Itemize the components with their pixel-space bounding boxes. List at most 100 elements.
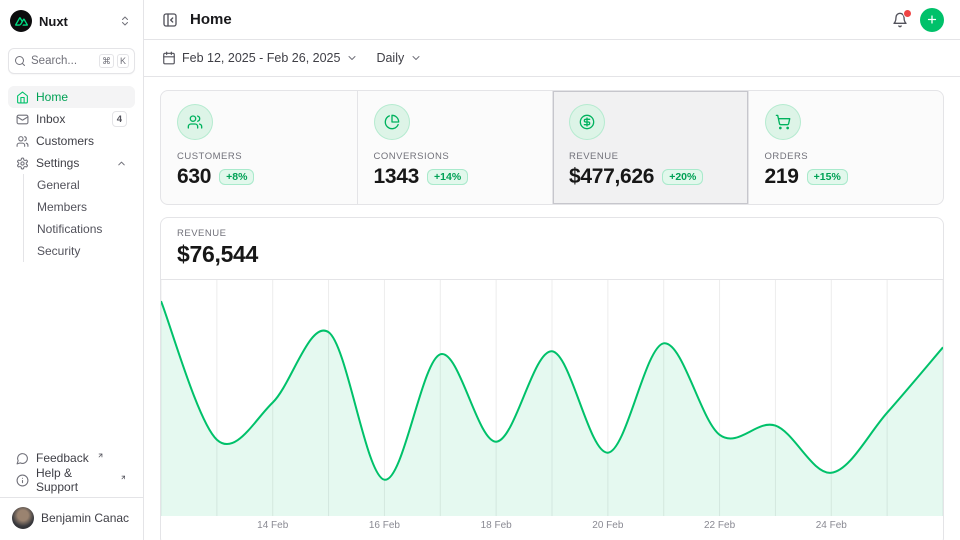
sidebar-nav: Home Inbox 4 Customers Settings <box>8 86 135 262</box>
sidebar-item-members[interactable]: Members <box>29 196 135 218</box>
workspace-name: Nuxt <box>39 14 112 29</box>
stat-value: 219 <box>765 165 799 189</box>
user-name: Benjamin Canac <box>41 511 129 525</box>
dashboard-content: CUSTOMERS 630 +8% CONVERSIONS 1343 +14% <box>144 77 960 540</box>
stat-label: CONVERSIONS <box>374 151 537 162</box>
cart-icon <box>775 114 791 130</box>
stat-value: 1343 <box>374 165 420 189</box>
inbox-icon <box>16 113 29 126</box>
notification-dot <box>903 9 912 18</box>
sidebar-top: Nuxt Search... ⌘ K Home Inbox <box>0 0 143 270</box>
sidebar-item-label: Feedback <box>36 451 89 465</box>
plus-icon <box>926 13 938 26</box>
users-icon <box>187 114 203 130</box>
home-icon <box>16 91 29 104</box>
date-range-label: Feb 12, 2025 - Feb 26, 2025 <box>182 51 340 65</box>
stat-label: ORDERS <box>765 151 928 162</box>
stat-value: 630 <box>177 165 211 189</box>
sidebar-item-inbox[interactable]: Inbox 4 <box>8 108 135 130</box>
x-tick-label: 20 Feb <box>592 520 623 531</box>
chevron-down-icon <box>410 52 422 64</box>
stat-label: REVENUE <box>569 151 732 162</box>
workspace-switcher[interactable]: Nuxt <box>8 8 135 34</box>
nuxt-logo <box>10 10 32 32</box>
stat-card-revenue[interactable]: REVENUE $477,626 +20% <box>552 91 748 204</box>
external-link-icon <box>120 474 127 481</box>
kbd-k: K <box>117 54 129 68</box>
inbox-count-badge: 4 <box>112 111 127 127</box>
filter-bar: Feb 12, 2025 - Feb 26, 2025 Daily <box>144 40 960 77</box>
sidebar-item-label: Home <box>36 90 68 104</box>
message-circle-icon <box>16 452 29 465</box>
user-avatar <box>12 507 34 529</box>
search-icon <box>14 55 26 67</box>
stat-card-customers[interactable]: CUSTOMERS 630 +8% <box>161 91 357 204</box>
info-circle-icon <box>16 474 29 487</box>
sidebar-item-notifications[interactable]: Notifications <box>29 218 135 240</box>
panel-left-close-icon <box>162 12 178 28</box>
topbar-actions <box>890 8 944 32</box>
x-tick-label: 22 Feb <box>704 520 735 531</box>
granularity-label: Daily <box>376 51 404 65</box>
sidebar-item-customers[interactable]: Customers <box>8 130 135 152</box>
revenue-chart-card: REVENUE $76,544 14 Feb16 Feb18 Feb20 Feb… <box>160 217 944 540</box>
sidebar-item-settings[interactable]: Settings <box>8 152 135 174</box>
chart-plot-area: 14 Feb16 Feb18 Feb20 Feb22 Feb24 Feb <box>161 280 943 540</box>
stat-label: CUSTOMERS <box>177 151 341 162</box>
revenue-chart-svg <box>161 280 943 516</box>
sidebar-bottom: Feedback Help & Support Benjamin Canac <box>0 439 143 540</box>
stat-delta-badge: +20% <box>662 169 703 185</box>
user-menu[interactable]: Benjamin Canac <box>8 504 135 532</box>
stat-delta-badge: +8% <box>219 169 254 185</box>
chevron-up-icon <box>116 158 127 169</box>
collapse-sidebar-button[interactable] <box>160 10 180 30</box>
stat-delta-badge: +15% <box>807 169 848 185</box>
search-shortcut: ⌘ K <box>99 54 129 68</box>
pie-chart-icon <box>384 114 400 130</box>
x-tick-label: 24 Feb <box>816 520 847 531</box>
sidebar-item-label: Notifications <box>37 222 102 236</box>
stats-grid: CUSTOMERS 630 +8% CONVERSIONS 1343 +14% <box>160 90 944 205</box>
external-link-icon <box>97 452 104 459</box>
calendar-icon <box>162 51 176 65</box>
stat-value: $477,626 <box>569 165 654 189</box>
chart-header: REVENUE $76,544 <box>161 218 943 280</box>
stat-delta-badge: +14% <box>427 169 468 185</box>
sidebar-item-label: General <box>37 178 80 192</box>
search-placeholder: Search... <box>31 55 94 67</box>
stat-card-conversions[interactable]: CONVERSIONS 1343 +14% <box>357 91 553 204</box>
topbar: Home <box>144 0 960 40</box>
gear-icon <box>16 157 29 170</box>
notifications-button[interactable] <box>890 10 910 30</box>
chart-x-axis: 14 Feb16 Feb18 Feb20 Feb22 Feb24 Feb <box>161 516 943 540</box>
chevron-down-icon <box>346 52 358 64</box>
sidebar-item-general[interactable]: General <box>29 174 135 196</box>
settings-subnav: General Members Notifications Security <box>23 174 135 262</box>
chevrons-up-down-icon <box>119 15 131 27</box>
chart-metric-value: $76,544 <box>177 241 927 268</box>
sidebar-item-label: Security <box>37 244 80 258</box>
date-range-picker[interactable]: Feb 12, 2025 - Feb 26, 2025 <box>160 47 360 69</box>
stat-card-orders[interactable]: ORDERS 219 +15% <box>748 91 944 204</box>
sidebar-item-label: Settings <box>36 156 79 170</box>
sidebar-item-label: Inbox <box>36 112 65 126</box>
add-button[interactable] <box>920 8 944 32</box>
dollar-circle-icon <box>579 114 595 130</box>
granularity-select[interactable]: Daily <box>374 47 424 69</box>
sidebar-item-label: Help & Support <box>36 466 112 494</box>
search-input[interactable]: Search... ⌘ K <box>8 48 135 74</box>
app-window: Nuxt Search... ⌘ K Home Inbox <box>0 0 960 540</box>
main-area: Home Feb 12, 2025 - Feb 26, 2025 Daily <box>144 0 960 540</box>
sidebar-item-help-support[interactable]: Help & Support <box>8 469 135 491</box>
x-tick-label: 16 Feb <box>369 520 400 531</box>
sidebar-divider <box>0 497 143 498</box>
sidebar-item-label: Members <box>37 200 87 214</box>
sidebar: Nuxt Search... ⌘ K Home Inbox <box>0 0 144 540</box>
sidebar-item-label: Customers <box>36 134 94 148</box>
kbd-cmd: ⌘ <box>99 54 114 68</box>
users-icon <box>16 135 29 148</box>
sidebar-item-security[interactable]: Security <box>29 240 135 262</box>
sidebar-item-home[interactable]: Home <box>8 86 135 108</box>
x-tick-label: 14 Feb <box>257 520 288 531</box>
chart-metric-label: REVENUE <box>177 228 927 239</box>
